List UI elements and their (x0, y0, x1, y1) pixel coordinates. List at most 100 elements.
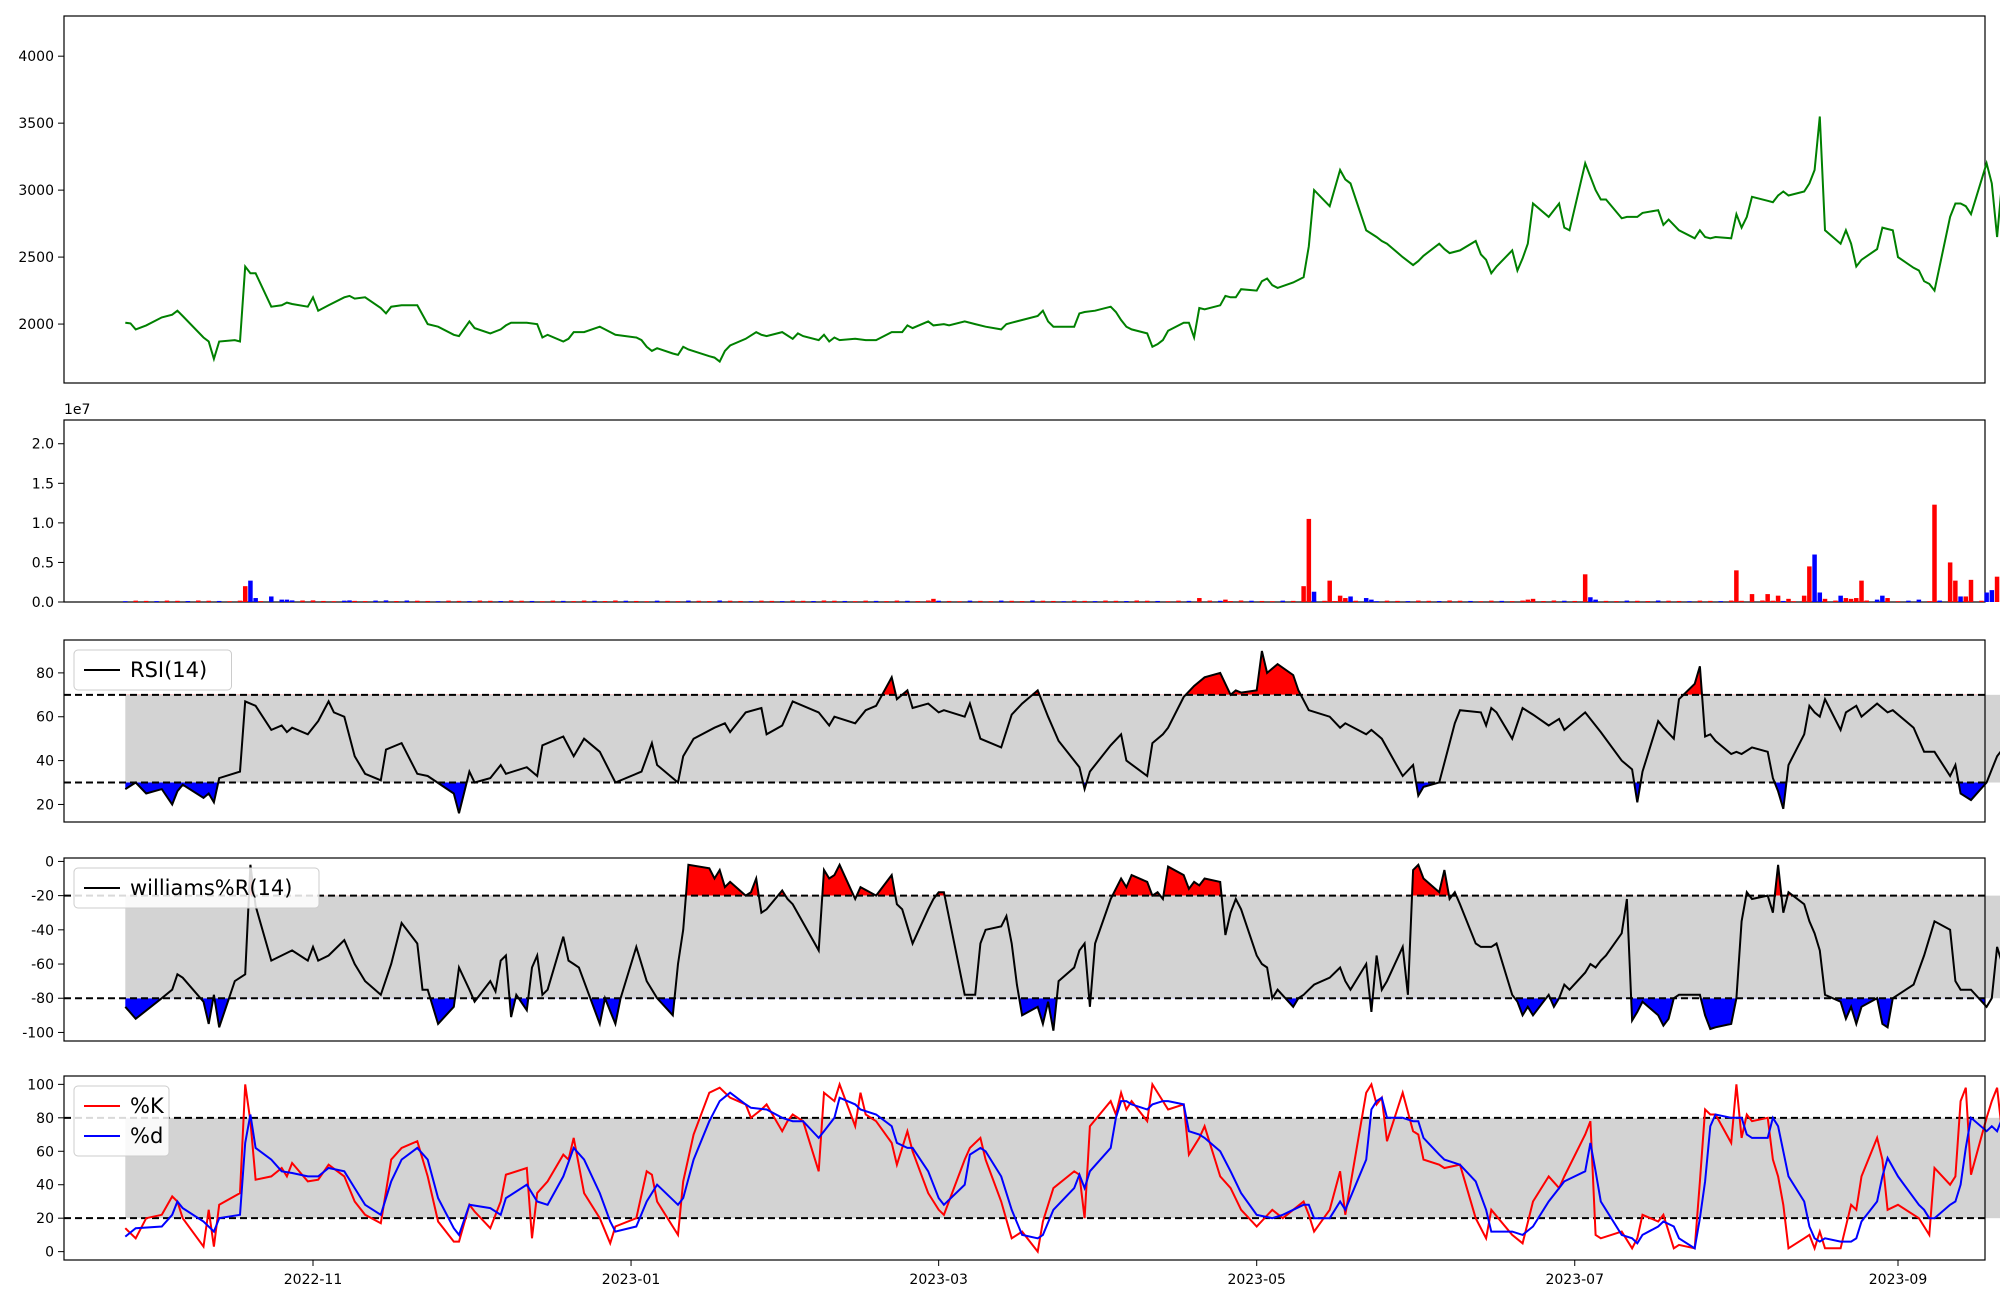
volume-bar-small (1635, 600, 1640, 602)
volume-bar-small (477, 600, 483, 602)
volume-bar-small (415, 600, 420, 602)
volume-bar-small (988, 601, 994, 602)
volume-bar-small (748, 601, 754, 602)
stoch-y-tick-label: 0 (45, 1245, 54, 1261)
price-y-tick-label: 3000 (18, 183, 54, 199)
volume-bar-small (1051, 600, 1056, 602)
volume-bar (1801, 595, 1807, 602)
volume-bar-small (1655, 600, 1661, 602)
stoch-legend-box (73, 1085, 170, 1157)
price-panel-frame (63, 15, 1986, 384)
volume-bar-small (1520, 600, 1525, 602)
volume-bar-small (196, 600, 201, 602)
volume-bar-small (738, 600, 743, 602)
volume-bar-small (852, 601, 858, 602)
volume-bar-small (686, 600, 691, 602)
volume-bar-small (342, 600, 347, 602)
volume-bar (347, 600, 352, 602)
volume-bar-small (832, 600, 837, 602)
volume-bar-small (957, 601, 962, 602)
volume-bar-small (1186, 600, 1192, 602)
volume-bar-small (1708, 600, 1713, 602)
williams-y-tick-label: -20 (31, 889, 54, 905)
volume-bar-small (1374, 601, 1379, 602)
volume-bar-small (1718, 601, 1723, 602)
volume-bar (1348, 596, 1353, 602)
volume-bar (242, 586, 248, 602)
volume-bar-small (1499, 600, 1504, 602)
volume-bar-small (967, 600, 973, 602)
volume-bar (253, 598, 258, 602)
volume-bar-small (936, 600, 941, 602)
volume-bar (1525, 599, 1531, 602)
volume-bar-small (665, 600, 670, 602)
volume-bar (1989, 590, 1995, 602)
volume-bar-small (1739, 600, 1744, 602)
volume-bar (289, 600, 295, 602)
volume-bar-small (394, 601, 399, 602)
volume-bar-small (978, 600, 983, 602)
volume-bar-small (1478, 601, 1484, 602)
volume-bar-small (435, 601, 441, 602)
volume-bar (1916, 599, 1922, 602)
williams-band (125, 895, 2000, 999)
volume-bar-small (1082, 600, 1087, 602)
volume-bar (1588, 597, 1593, 602)
volume-bar (1984, 592, 1989, 602)
stoch-y-tick-label: 60 (36, 1144, 54, 1160)
volume-bar (269, 596, 274, 602)
x-tick-label: 2023-09 (1869, 1272, 1928, 1288)
volume-bar-small (123, 601, 128, 602)
volume-bar (1765, 594, 1770, 602)
rsi-panel-frame (63, 639, 1986, 823)
volume-bar-small (404, 600, 410, 602)
volume-bar-small (1624, 600, 1630, 602)
volume-bar-small (1468, 600, 1473, 602)
volume-bar-small (175, 600, 180, 602)
volume-bar-small (1562, 600, 1567, 602)
volume-bar-small (1416, 600, 1421, 602)
rsi-legend-label: RSI(14) (130, 658, 207, 682)
volume-bar (1994, 576, 2000, 602)
volume-bar-small (675, 601, 681, 602)
volume-bar-small (1833, 600, 1838, 602)
volume-bar-small (1249, 600, 1254, 602)
stoch-line-d (124, 1091, 2000, 1250)
volume-bar-small (1144, 600, 1150, 602)
stoch-legend-label: %K (130, 1094, 165, 1118)
volume-bar-small (1030, 600, 1035, 602)
volume-bar (1327, 580, 1332, 602)
volume-bar-small (696, 600, 702, 602)
volume-bar-small (915, 601, 921, 602)
volume-bar (1734, 570, 1739, 602)
volume-bar-small (258, 601, 264, 602)
volume-bar-small (1728, 600, 1734, 602)
volume-y-tick-label: 1.5 (32, 476, 54, 492)
williams-y-tick-label: -60 (31, 957, 54, 973)
volume-bar-small (237, 600, 243, 602)
stoch-band (125, 1117, 2000, 1219)
volume-bar-small (1395, 600, 1400, 602)
volume-bar-small (1009, 600, 1014, 602)
volume-bar-small (1322, 600, 1327, 602)
williams-legend: williams%R(14) (73, 867, 320, 909)
volume-bar (1854, 598, 1859, 602)
volume-bar-small (1353, 600, 1359, 602)
williams-legend-box (73, 867, 320, 909)
volume-bar-small (925, 600, 931, 602)
volume-bar-small (425, 600, 430, 602)
volume-bar-small (602, 601, 608, 602)
volume-bar (1812, 554, 1817, 602)
williams-y-tick-label: 0 (45, 854, 54, 870)
price-y-tick-label: 2500 (18, 250, 54, 266)
volume-bar (1337, 595, 1343, 602)
volume-bar-small (467, 601, 472, 602)
volume-bar (1593, 599, 1598, 602)
volume-bar-small (1770, 600, 1776, 602)
volume-bar-small (581, 600, 587, 602)
volume-bar-small (540, 601, 545, 602)
volume-bar-small (185, 601, 191, 602)
volume-scale-label: 1e7 (64, 402, 90, 418)
volume-bar (1880, 595, 1885, 602)
rsi-legend: RSI(14) (73, 649, 232, 691)
